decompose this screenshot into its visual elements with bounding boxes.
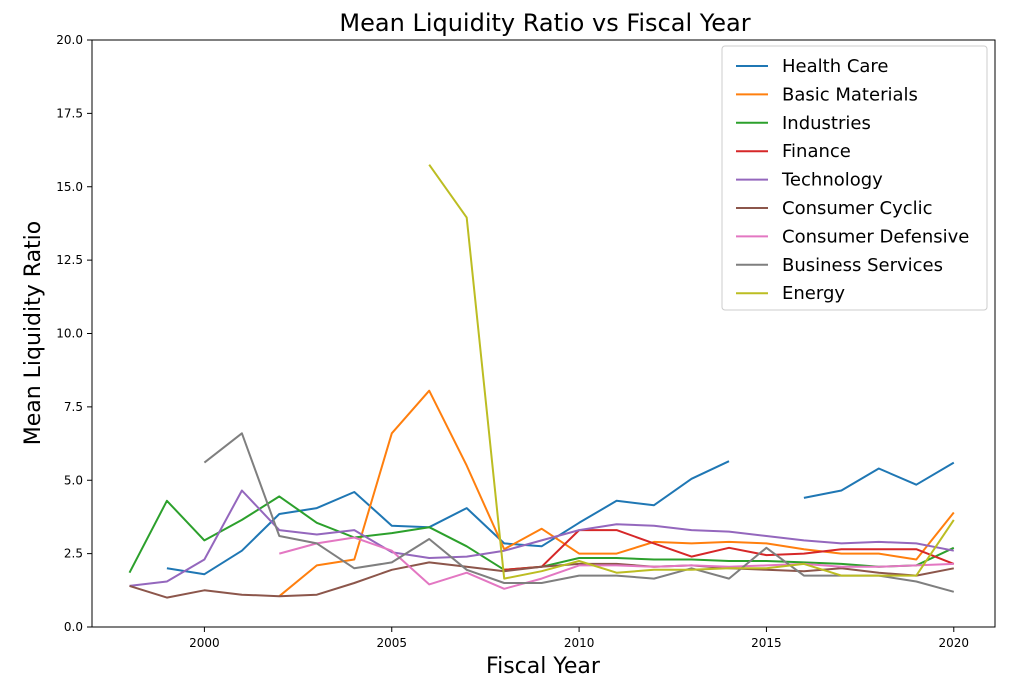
x-tick-label: 2005: [376, 636, 407, 650]
legend-label: Basic Materials: [782, 84, 918, 105]
legend-label: Health Care: [782, 56, 889, 77]
legend: Health Care Basic Materials Industries Fina…: [721, 45, 988, 311]
y-tick-label: 2.5: [64, 547, 83, 561]
x-tick-label: 2015: [751, 636, 782, 650]
series-consumer-cyclic: [129, 561, 954, 599]
series-energy: [428, 164, 955, 580]
legend-label: Industries: [782, 113, 871, 134]
y-axis-ticks: 0.0 2.5 5.0 7.5 10.0 12.5 15.0 17.5 20.0: [56, 33, 92, 634]
series-line: [166, 460, 730, 576]
x-tick-label: 2010: [564, 636, 595, 650]
legend-label: Consumer Cyclic: [782, 198, 933, 219]
chart-title: Mean Liquidity Ratio vs Fiscal Year: [339, 9, 750, 37]
legend-label: Consumer Defensive: [782, 226, 969, 247]
legend-label: Technology: [781, 170, 883, 191]
legend-label: Business Services: [782, 255, 943, 276]
x-tick-label: 2000: [189, 636, 220, 650]
y-tick-label: 7.5: [64, 400, 83, 414]
x-axis-label: Fiscal Year: [486, 654, 601, 679]
y-tick-label: 12.5: [56, 253, 83, 267]
y-axis-label: Mean Liquidity Ratio: [21, 221, 46, 446]
series-health-care: [166, 460, 955, 576]
y-tick-label: 17.5: [56, 106, 83, 120]
legend-label: Energy: [782, 283, 845, 304]
series-layer: [128, 164, 955, 599]
x-axis-ticks: 2000 2005 2010 2015 2020: [189, 627, 969, 650]
y-tick-label: 20.0: [56, 33, 83, 47]
x-tick-label: 2020: [939, 636, 970, 650]
y-tick-label: 5.0: [64, 473, 83, 487]
legend-frame: [721, 45, 988, 311]
series-basic-materials: [278, 389, 955, 597]
y-tick-label: 0.0: [64, 620, 83, 634]
series-consumer-defensive: [279, 536, 954, 590]
legend-label: Finance: [782, 141, 851, 162]
y-tick-label: 10.0: [56, 327, 83, 341]
y-tick-label: 15.0: [56, 180, 83, 194]
